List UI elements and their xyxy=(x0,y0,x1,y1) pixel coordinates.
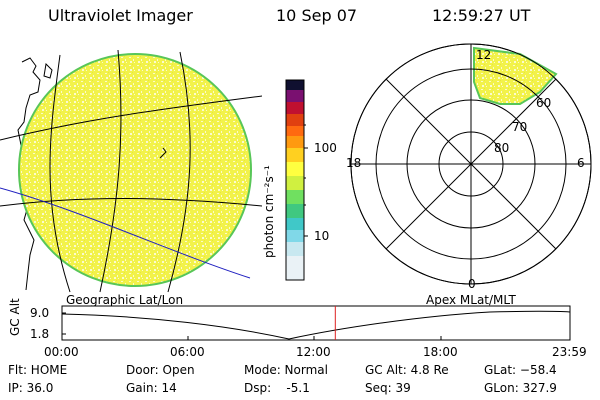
mode-status: Mode: Normal xyxy=(244,363,328,377)
colorbar xyxy=(285,79,308,281)
colorbar-tick-100: 100 xyxy=(314,141,337,155)
ip-status: IP: 36.0 xyxy=(8,381,54,395)
altitude-ylabel: GC Alt xyxy=(8,298,22,336)
glon-status: GLon: 327.9 xyxy=(484,381,557,395)
glat-status: GLat: −58.4 xyxy=(484,363,557,377)
gain-status: Gain: 14 xyxy=(126,381,177,395)
date-label: 10 Sep 07 xyxy=(276,6,358,25)
meridian xyxy=(167,51,191,293)
altitude-plot xyxy=(61,305,571,341)
altitude-ytick-9: 9.0 xyxy=(30,306,50,320)
mlt-label-18: 18 xyxy=(346,156,362,170)
mlt-label-0: 0 xyxy=(468,277,476,291)
time-tick-1200: 12:00 xyxy=(296,345,331,359)
colorbar-unit-label: photon cm⁻²s⁻¹ xyxy=(262,165,276,258)
mlt-label-6: 6 xyxy=(577,156,585,170)
apex-label: Apex MLat/MLT xyxy=(426,293,516,307)
reference-line xyxy=(0,187,251,279)
door-status: Door: Open xyxy=(126,363,195,377)
time-tick-1800: 18:00 xyxy=(423,345,458,359)
time-tick-2359: 23:59 xyxy=(552,345,587,359)
dsp-status: Dsp: -5.1 xyxy=(244,381,310,395)
coastline xyxy=(17,57,41,291)
uv-emission-disk xyxy=(18,53,252,287)
geographic-view xyxy=(0,49,262,293)
parallel xyxy=(0,95,262,141)
altitude-ytick-1.8: 1.8 xyxy=(30,327,50,341)
seq-status: Seq: 39 xyxy=(365,381,411,395)
time-tick-0600: 06:00 xyxy=(170,345,205,359)
instrument-title: Ultraviolet Imager xyxy=(48,6,193,25)
polar-plot xyxy=(350,43,592,285)
geographic-label: Geographic Lat/Lon xyxy=(66,293,184,307)
meridian xyxy=(49,54,71,293)
mlat-label-70: 70 xyxy=(512,120,528,134)
time-label: 12:59:27 UT xyxy=(432,6,531,25)
time-tick-0000: 00:00 xyxy=(44,345,79,359)
filter-status: Flt: HOME xyxy=(8,363,68,377)
mlat-label-80: 80 xyxy=(494,141,510,155)
mlat-label-60: 60 xyxy=(536,96,552,110)
meridian xyxy=(99,49,122,293)
colorbar-tick-10: 10 xyxy=(314,229,330,243)
parallel xyxy=(0,198,262,207)
gc-alt-status: GC Alt: 4.8 Re xyxy=(365,363,449,377)
mlt-label-12: 12 xyxy=(476,48,492,62)
